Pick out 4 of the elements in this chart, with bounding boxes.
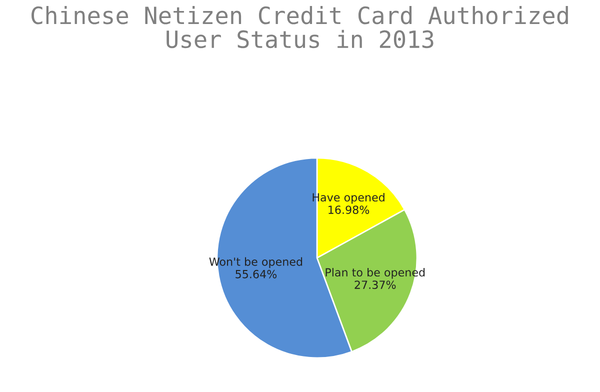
- data-label: 27.37%: [354, 280, 396, 289]
- data-label: 16.98%: [328, 206, 370, 214]
- data-label: 55.64%: [236, 270, 277, 278]
- chart-title: Chinese Netizen Credit Card Authorized User Status in 2013: [32, 6, 568, 48]
